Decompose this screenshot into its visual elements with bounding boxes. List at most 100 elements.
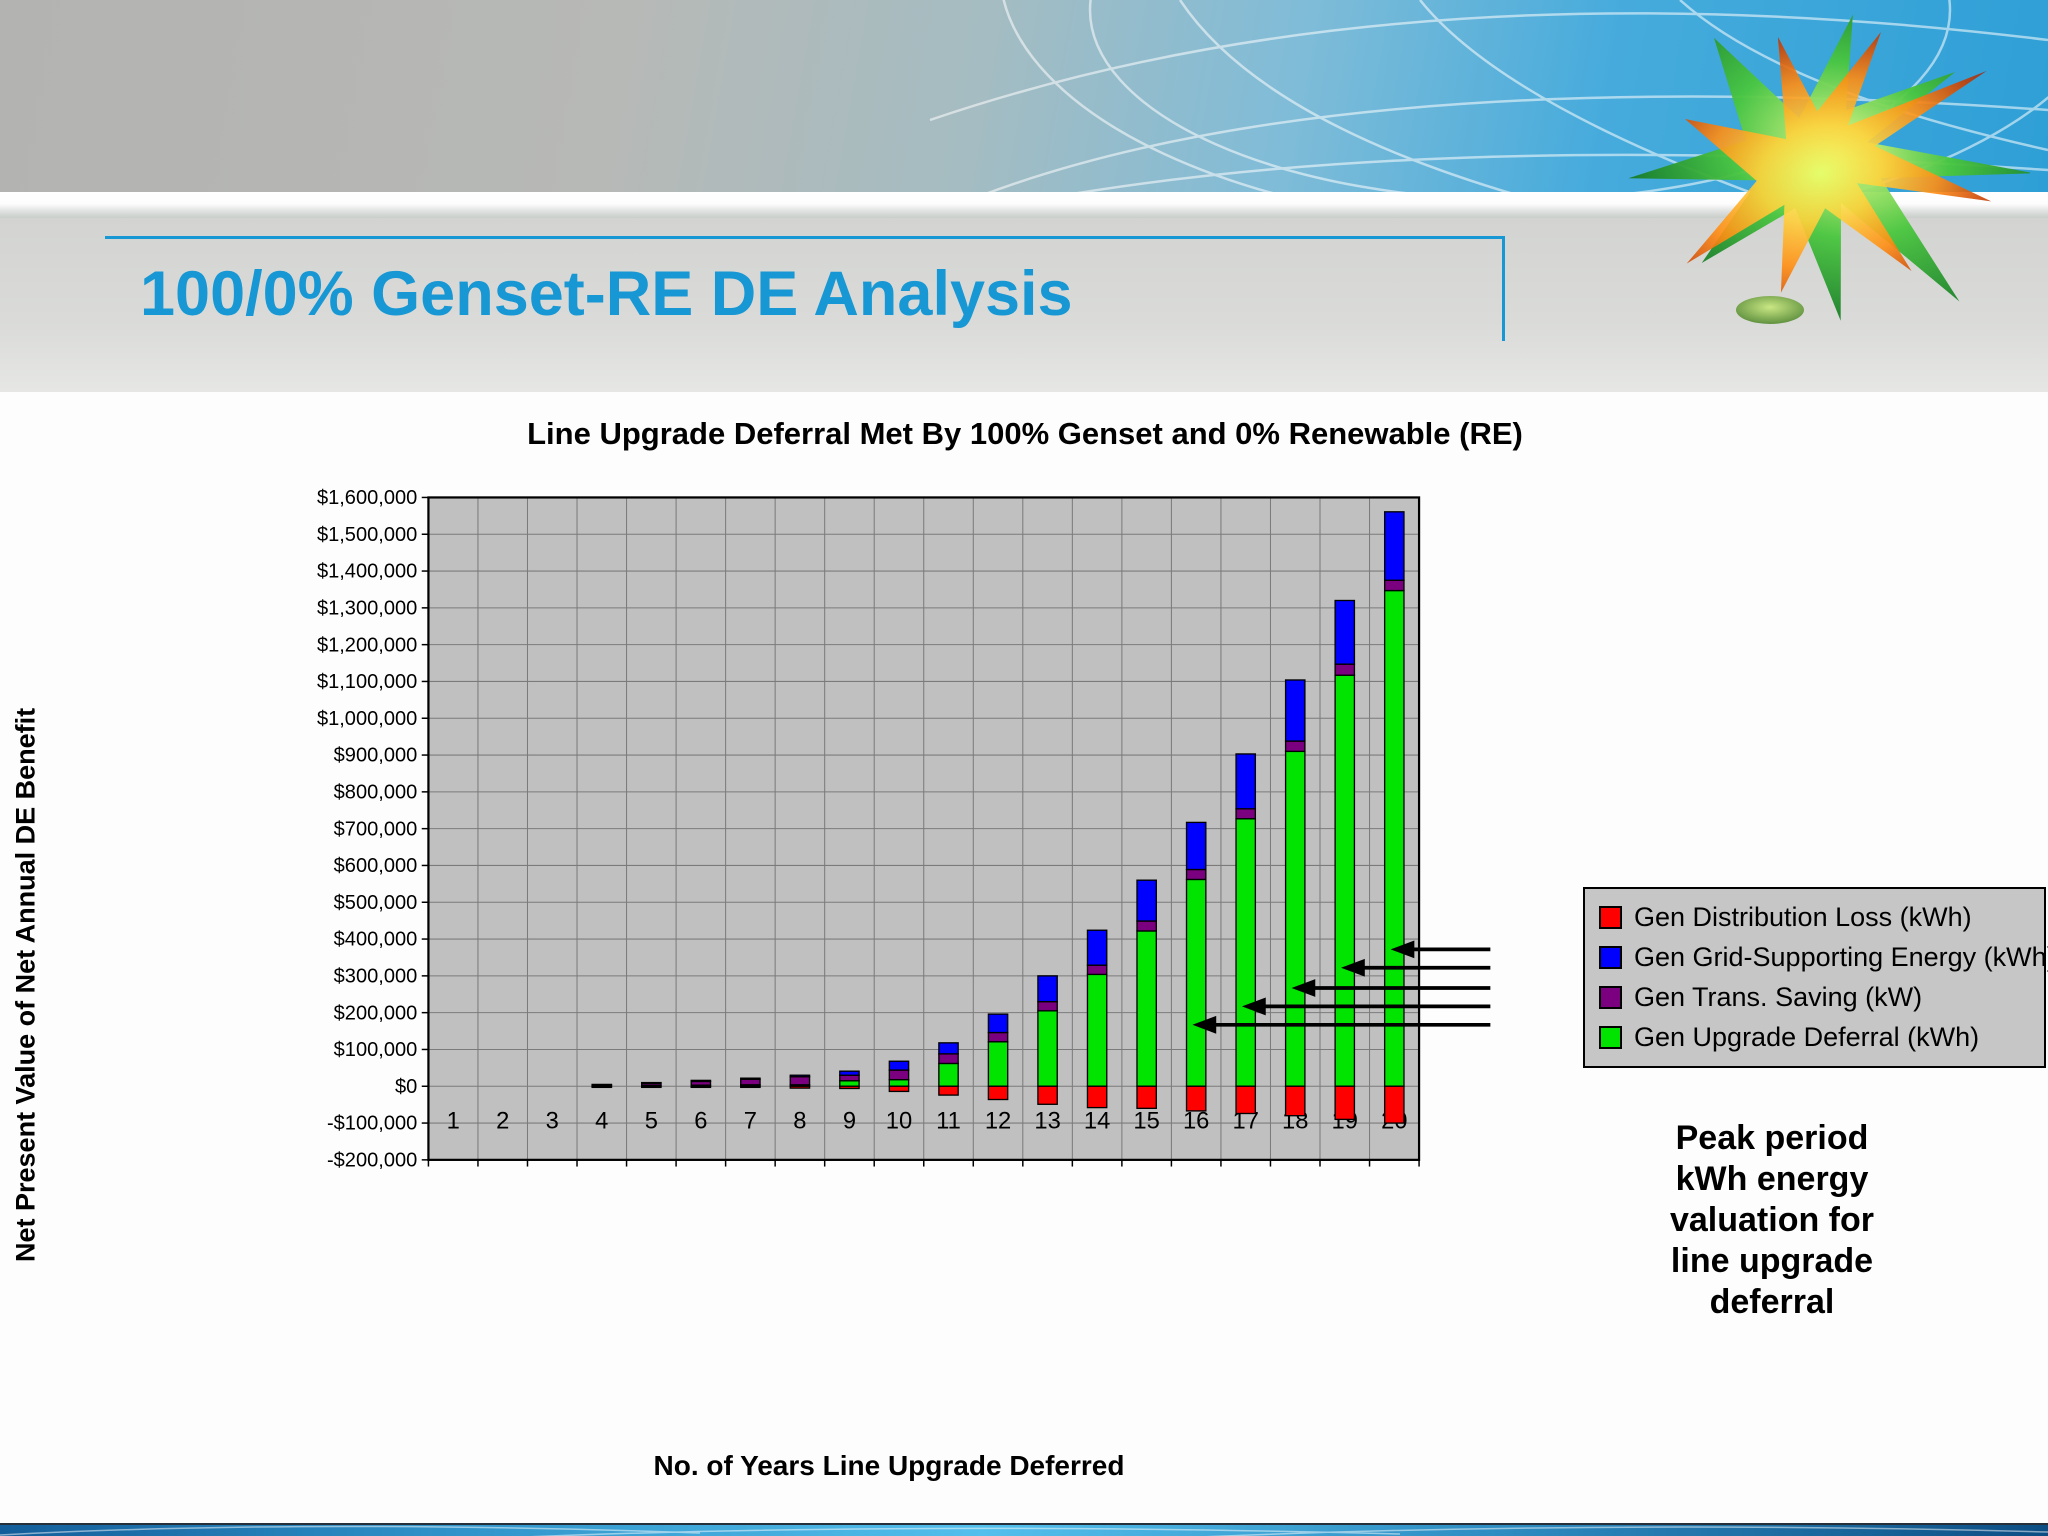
bar-segment [1086,973,1108,1087]
bar-segment [1185,1085,1207,1112]
bar-segment [1235,818,1257,1087]
legend-swatch-purple-icon [1599,986,1622,1010]
bar-segment [1086,964,1108,976]
bar-segment [839,1070,860,1076]
bar-segment [839,1080,860,1087]
legend-label: Gen Grid-Supporting Energy (kWh) [1634,941,2048,972]
y-tick-label: -$100,000 [327,1113,417,1135]
bar-segment [1383,579,1405,592]
bar-segment [640,1081,662,1085]
x-tick-label: 16 [1183,1108,1209,1135]
bar-segment [789,1085,811,1089]
y-tick-label: $1,200,000 [317,634,417,656]
chart-title: Line Upgrade Deferral Met By 100% Genset… [527,416,1523,451]
x-tick-label: 3 [546,1108,559,1135]
bar-segment [987,1013,1009,1034]
annotation-arrows [1192,940,1491,1034]
bar-segment [888,1085,910,1093]
x-tick-label: 2 [496,1108,509,1135]
bar-segment [591,1085,613,1089]
bar-segment [1235,753,1257,810]
bar-segment [1185,878,1207,1087]
bar-segment [938,1053,959,1065]
annotation-line: deferral [1709,1283,1835,1321]
bar-segment [1383,589,1405,1087]
bar-segment [1136,1085,1157,1110]
plot-border [427,496,1421,1161]
bar-segment [888,1078,910,1087]
y-tick-label: $800,000 [334,782,418,804]
bar-segment [1136,920,1157,932]
bar-segment [1136,930,1157,1087]
bar-segment [1334,663,1356,676]
bar-segment [938,1062,959,1087]
y-tick-label: -$200,000 [327,1150,417,1172]
legend-label: Gen Distribution Loss (kWh) [1634,901,1972,932]
legend-label: Gen Trans. Saving (kW) [1634,982,1923,1013]
legend-item-gen-upgrade-deferral: Gen Upgrade Deferral (kWh) [1599,1022,2044,1053]
arrow-head-icon [1241,997,1266,1016]
x-tick-label: 11 [936,1108,961,1135]
bar-segment [1185,821,1207,871]
bar-segment [1037,1010,1058,1087]
banner-divider-stripe [0,192,2048,218]
arrow-head-icon [1390,940,1415,959]
y-tick-label: $200,000 [334,1002,418,1024]
bar-segment [839,1074,860,1082]
x-tick-label: 13 [1034,1108,1060,1135]
x-tick-label: 15 [1133,1108,1159,1135]
bar-segment [987,1031,1009,1043]
y-tick-label: $1,300,000 [317,598,417,620]
bar-segment [987,1085,1009,1101]
bar-segment [1284,679,1306,742]
arrow-head-icon [1192,1015,1217,1034]
bar-segment [640,1085,662,1089]
annotation-line: kWh energy [1675,1160,1869,1198]
starburst-logo [1628,14,2030,324]
y-tick-label: $300,000 [334,966,418,988]
annotation-line: valuation for [1669,1201,1875,1239]
x-axis-title: No. of Years Line Upgrade Deferred [653,1450,1125,1481]
peak-period-annotation: Peak period kWh energy valuation for lin… [1648,1118,1896,1323]
y-tick-label: $900,000 [334,745,418,767]
bar-segment [740,1077,761,1080]
bar-segment [1284,750,1306,1087]
y-tick-label: $1,600,000 [317,487,417,509]
bar-segment [1037,1000,1058,1012]
y-tick-label: $1,500,000 [317,524,417,546]
bar-segment [888,1060,910,1071]
y-tick-label: $700,000 [334,818,418,840]
legend-item-gen-grid-supporting-energy: Gen Grid-Supporting Energy (kWh) [1599,942,2048,973]
bar-segment [987,1041,1009,1087]
bar-segment [1086,929,1108,966]
arrow-head-icon [1341,958,1365,977]
annotation-line: Peak period [1675,1119,1869,1157]
arrow-head-icon [1291,979,1316,997]
y-tick-label: $1,000,000 [317,708,417,730]
bar-segment [1334,599,1356,665]
bar-segment [1185,868,1207,881]
bars [591,511,1405,1124]
gridlines [428,497,1420,1160]
x-tick-label: 8 [793,1108,806,1135]
footer-band [0,1523,2048,1536]
bar-segment [1284,1085,1306,1117]
x-tick-label: 14 [1084,1108,1110,1135]
bar-segment [938,1042,959,1055]
bar-segment [591,1083,613,1087]
bar-segment [839,1085,860,1090]
bar-segment [740,1085,761,1089]
x-tick-label: 6 [694,1108,707,1135]
bar-segment [1235,1085,1257,1115]
bar-segment [740,1078,761,1086]
bar-segment [1037,1085,1058,1105]
legend-swatch-green-icon [1599,1026,1622,1050]
bar-segment [1086,1085,1108,1109]
bar-segment [1037,975,1058,1003]
legend-item-gen-trans-saving: Gen Trans. Saving (kW) [1599,982,2044,1013]
chart-area: Line Upgrade Deferral Met By 100% Genset… [0,392,2048,1523]
stacked-bar-chart: $1,600,000 $1,500,000 $1,400,000 $1,300,000… [317,487,1491,1172]
y-tick-label: $500,000 [334,892,418,914]
legend-label: Gen Upgrade Deferral (kWh) [1634,1022,1980,1053]
